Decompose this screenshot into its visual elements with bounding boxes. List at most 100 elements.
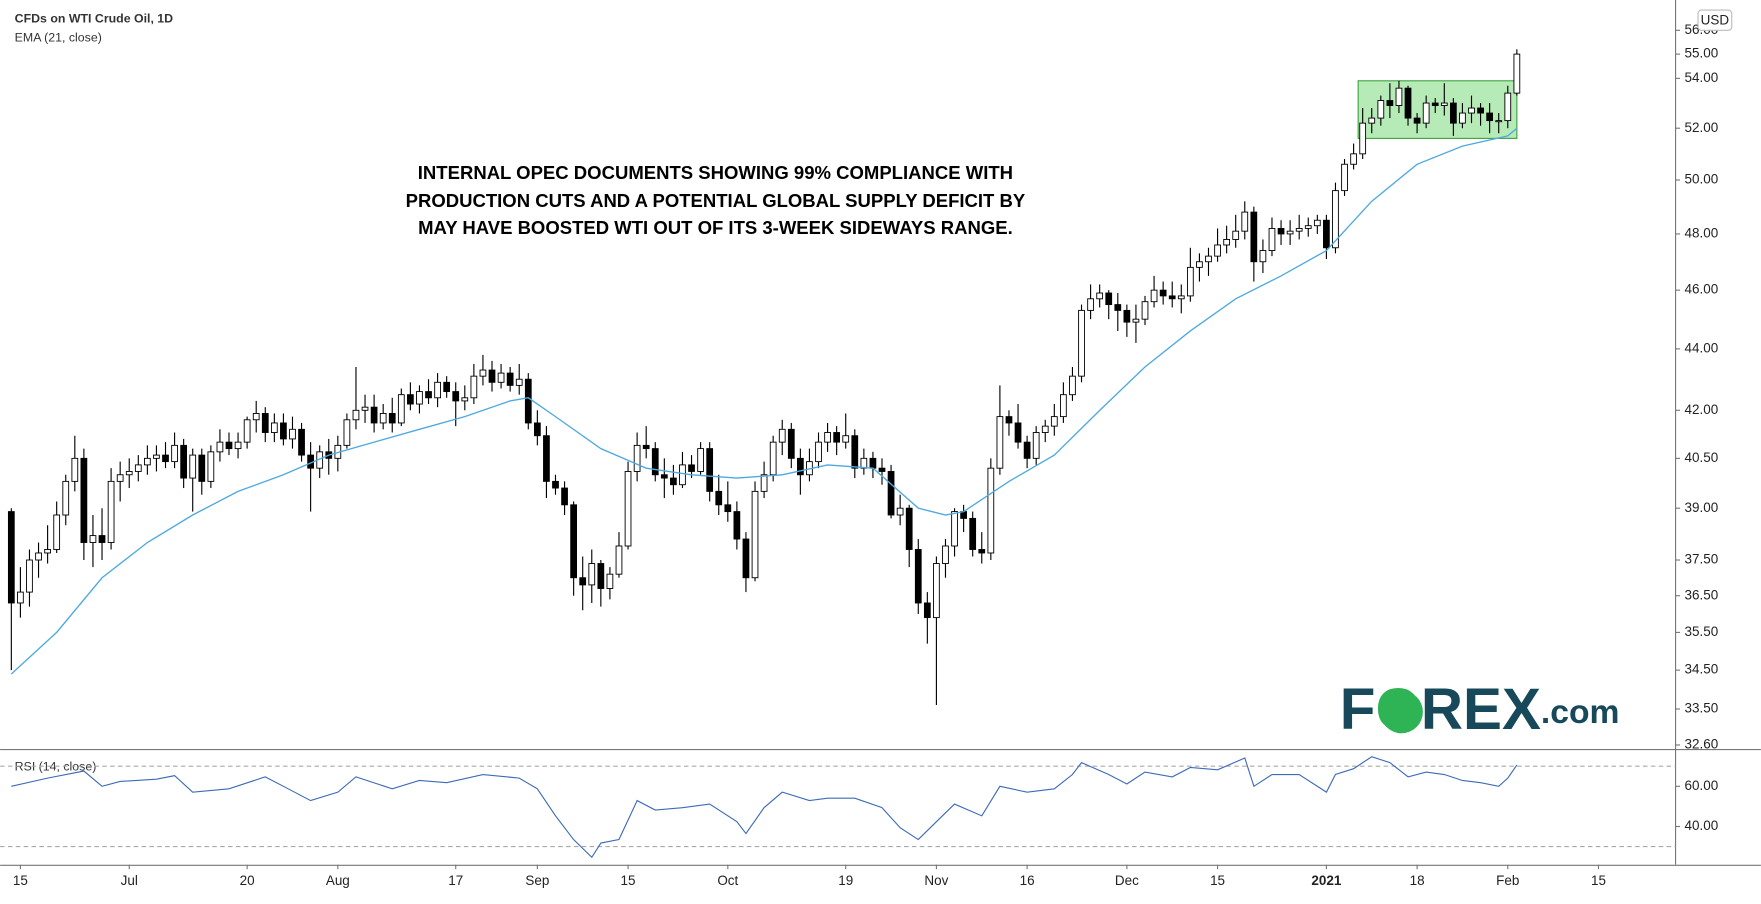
candle-body (1513, 53, 1521, 94)
x-tick-label: Sep (525, 873, 549, 888)
candle-body (134, 464, 142, 472)
candle-body (1123, 309, 1131, 323)
candle-body (533, 422, 541, 437)
candle-body (425, 391, 432, 399)
y-tick-label: 60.00 (1685, 778, 1719, 793)
candle-body (1323, 219, 1330, 249)
x-tick-label: 15 (621, 873, 636, 888)
candle-body (1150, 289, 1158, 303)
y-tick-label: 54.00 (1685, 70, 1719, 85)
candle-body (1477, 107, 1484, 114)
candle-body (461, 397, 469, 402)
candle-body (923, 602, 931, 619)
candle-body (116, 474, 124, 482)
candle-body (379, 413, 387, 424)
candle-body (234, 441, 242, 450)
candle-body (98, 535, 106, 543)
candle-body (597, 563, 605, 589)
y-tick-label: 35.50 (1685, 624, 1719, 639)
logo-part: F (1340, 678, 1376, 743)
candle-body (1468, 107, 1475, 114)
y-tick-label: 36.50 (1685, 587, 1719, 602)
candle-body (1141, 301, 1149, 320)
candle-body (561, 487, 568, 506)
candle-body (252, 413, 260, 421)
candle-body (1087, 298, 1094, 311)
candle-body (969, 517, 977, 550)
candle-body (1078, 309, 1085, 377)
candle-body (1060, 394, 1067, 418)
y-tick-label: 33.50 (1685, 701, 1719, 716)
candle-body (1250, 211, 1258, 263)
candle-body (624, 471, 632, 547)
price-pane (7, 49, 1521, 706)
candle-body (298, 428, 305, 456)
plot-area: 32.60 33.50 34.50 35.50 36.50 37.50 39.00 40.50… (0, 22, 1718, 888)
candle-body (1168, 295, 1176, 300)
candle-body (1014, 422, 1022, 443)
candle-body (407, 394, 414, 405)
y-tick-label: 40.50 (1685, 450, 1719, 465)
candle-body (1186, 266, 1194, 297)
candle-body (397, 394, 405, 424)
candle-body (479, 369, 487, 377)
candle-body (842, 435, 850, 443)
y-tick-label: 44.00 (1685, 340, 1719, 355)
y-tick-label: 55.00 (1685, 46, 1719, 61)
candle-body (1114, 304, 1122, 311)
candle-body (44, 549, 51, 554)
candle-body (588, 563, 596, 586)
candle-body (1268, 227, 1276, 251)
candle-body (506, 372, 514, 386)
candle-body (552, 480, 559, 489)
candle-body (107, 480, 115, 543)
candle-body (1377, 100, 1385, 119)
candle-body (896, 507, 904, 516)
candle-body (1214, 244, 1221, 257)
candle-body (515, 378, 523, 386)
candle-body (797, 457, 804, 476)
x-tick-label: 2021 (1311, 873, 1341, 888)
annotation-line: INTERNAL OPEC DOCUMENTS SHOWING 99% COMP… (418, 162, 1013, 183)
candle-body (343, 419, 351, 446)
candle-body (815, 441, 822, 463)
rsi-line (11, 756, 1518, 859)
candle-body (443, 381, 451, 393)
candle-body (1032, 432, 1040, 459)
candle-body (697, 448, 704, 472)
candle-body (633, 444, 641, 472)
candle-body (162, 454, 169, 463)
candle-body (996, 416, 1004, 469)
candle-body (180, 444, 188, 479)
candle-body (742, 538, 750, 579)
candle-body (1413, 117, 1421, 124)
candle-body (361, 406, 369, 411)
candle-body (769, 441, 777, 476)
chart-title: CFDs on WTI Crude Oil, 1D (15, 11, 173, 25)
y-tick-label: 39.00 (1685, 500, 1719, 515)
y-tick-label: 32.60 (1685, 737, 1719, 752)
logo-part: .com (1541, 694, 1620, 731)
candle-body (660, 474, 668, 479)
x-tick-label: 15 (13, 873, 28, 888)
candle-body (715, 490, 723, 506)
candle-body (1359, 122, 1367, 155)
candle-body (434, 381, 441, 399)
candle-body (1023, 441, 1031, 459)
candle-body (733, 511, 741, 540)
candle-body (978, 549, 986, 554)
logo: FOREX.com (1340, 678, 1620, 743)
candle-body (1440, 102, 1448, 106)
candle-body (1295, 227, 1303, 232)
candle-body (1450, 102, 1457, 124)
candle-body (198, 454, 206, 482)
candle-body (1241, 211, 1249, 232)
candle-body (1259, 250, 1267, 263)
ema-label: EMA (21, close) (15, 30, 102, 44)
candle-body (1368, 117, 1376, 124)
candle-body (887, 471, 895, 516)
currency-box[interactable] (1697, 9, 1733, 31)
candle-body (615, 545, 623, 575)
x-tick-label: Nov (924, 873, 948, 888)
candle-body (225, 441, 233, 450)
